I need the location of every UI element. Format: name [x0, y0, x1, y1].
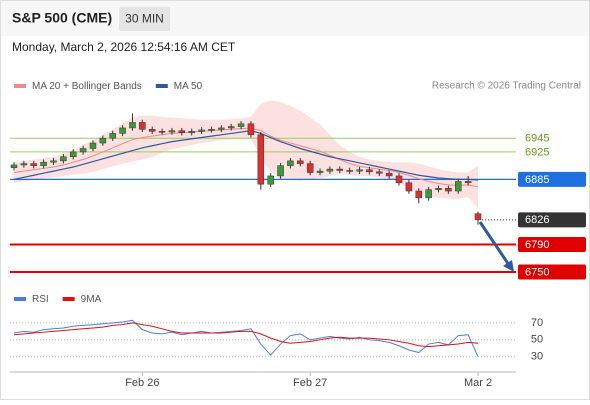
candle-body — [227, 126, 235, 129]
arrow — [478, 221, 511, 266]
candle-body — [316, 170, 324, 173]
candle-body — [366, 169, 373, 173]
candle-body — [99, 137, 107, 144]
candle-body — [376, 171, 383, 174]
level-label: 6790 — [525, 239, 549, 251]
candle-body — [474, 213, 482, 221]
candle-body — [464, 181, 472, 184]
candle-body — [326, 168, 334, 172]
level-box — [518, 264, 586, 280]
candle-body — [218, 127, 225, 130]
rsi-line — [13, 322, 479, 348]
legend-label: MA 50 — [174, 81, 203, 92]
legend-swatch — [155, 84, 168, 88]
candle-body — [79, 148, 87, 153]
ma-line — [13, 130, 479, 181]
candle-body — [297, 160, 304, 164]
candle-body — [50, 160, 57, 163]
timeframe[interactable]: 30 MIN — [125, 12, 164, 26]
candle-body — [336, 168, 344, 171]
level-label: 6945 — [525, 133, 549, 145]
legend-label: MA 20 + Bollinger Bands — [32, 81, 142, 92]
candle-body — [10, 164, 18, 168]
candle-body — [208, 129, 215, 131]
candle-body — [109, 133, 116, 139]
candle-body — [20, 163, 28, 166]
candle-body — [455, 181, 462, 192]
legend-swatch — [62, 297, 75, 301]
candle-body — [395, 175, 403, 184]
candle-body — [267, 175, 274, 185]
candle-body — [425, 189, 432, 199]
timestamp: Monday, March 2, 2026 12:54:16 AM CET — [12, 40, 236, 54]
level-box — [518, 212, 586, 228]
candle-body — [385, 172, 393, 177]
x-tick-label: Mar 2 — [464, 377, 492, 389]
candle-body — [346, 170, 353, 172]
header-bar — [1, 1, 589, 36]
candle-body — [60, 156, 67, 162]
candle-body — [277, 165, 284, 177]
arrow-head — [503, 260, 514, 272]
y-tick-label: 70 — [531, 317, 543, 329]
candle-body — [445, 188, 452, 192]
title: S&P 500 (CME) — [12, 10, 112, 26]
candle-body — [30, 163, 37, 166]
legend-swatch — [14, 297, 26, 301]
level-box — [518, 237, 586, 253]
candle-body — [119, 127, 126, 134]
candle-body — [188, 131, 195, 133]
candle-body — [257, 134, 265, 185]
candle-body — [237, 123, 245, 127]
candle-body — [435, 188, 442, 190]
credit: Research © 2026 Trading Central — [432, 81, 581, 92]
y-tick-label: 30 — [531, 351, 543, 363]
candle-body — [89, 142, 97, 149]
level-label: 6885 — [525, 174, 549, 186]
legend-swatch — [14, 84, 26, 88]
candle-body — [40, 161, 47, 166]
candle-body — [405, 182, 413, 192]
rsi-line — [13, 319, 479, 357]
candle-body — [178, 130, 186, 133]
candle-body — [287, 160, 294, 166]
level-label: 6826 — [525, 214, 549, 226]
level-label: 6750 — [525, 266, 549, 278]
timeframe-box[interactable] — [119, 7, 170, 31]
candle-body — [306, 163, 314, 173]
legend-label: RSI — [32, 294, 49, 305]
candle-body — [356, 169, 363, 172]
level-label: 6925 — [525, 146, 549, 158]
x-tick-label: Feb 26 — [125, 377, 159, 389]
y-tick-label: 50 — [531, 334, 543, 346]
legend-label: 9MA — [81, 294, 102, 305]
candle-body — [198, 129, 205, 132]
level-box — [518, 171, 586, 187]
candle-body — [158, 131, 166, 133]
candle-body — [129, 122, 136, 129]
candle-body — [148, 129, 156, 132]
ma-line — [13, 127, 479, 188]
candle-body — [247, 123, 255, 136]
candle-body — [139, 122, 146, 130]
candle-body — [69, 151, 77, 157]
x-tick-label: Feb 27 — [293, 377, 327, 389]
candle-body — [168, 130, 176, 133]
candle-body — [415, 190, 423, 199]
